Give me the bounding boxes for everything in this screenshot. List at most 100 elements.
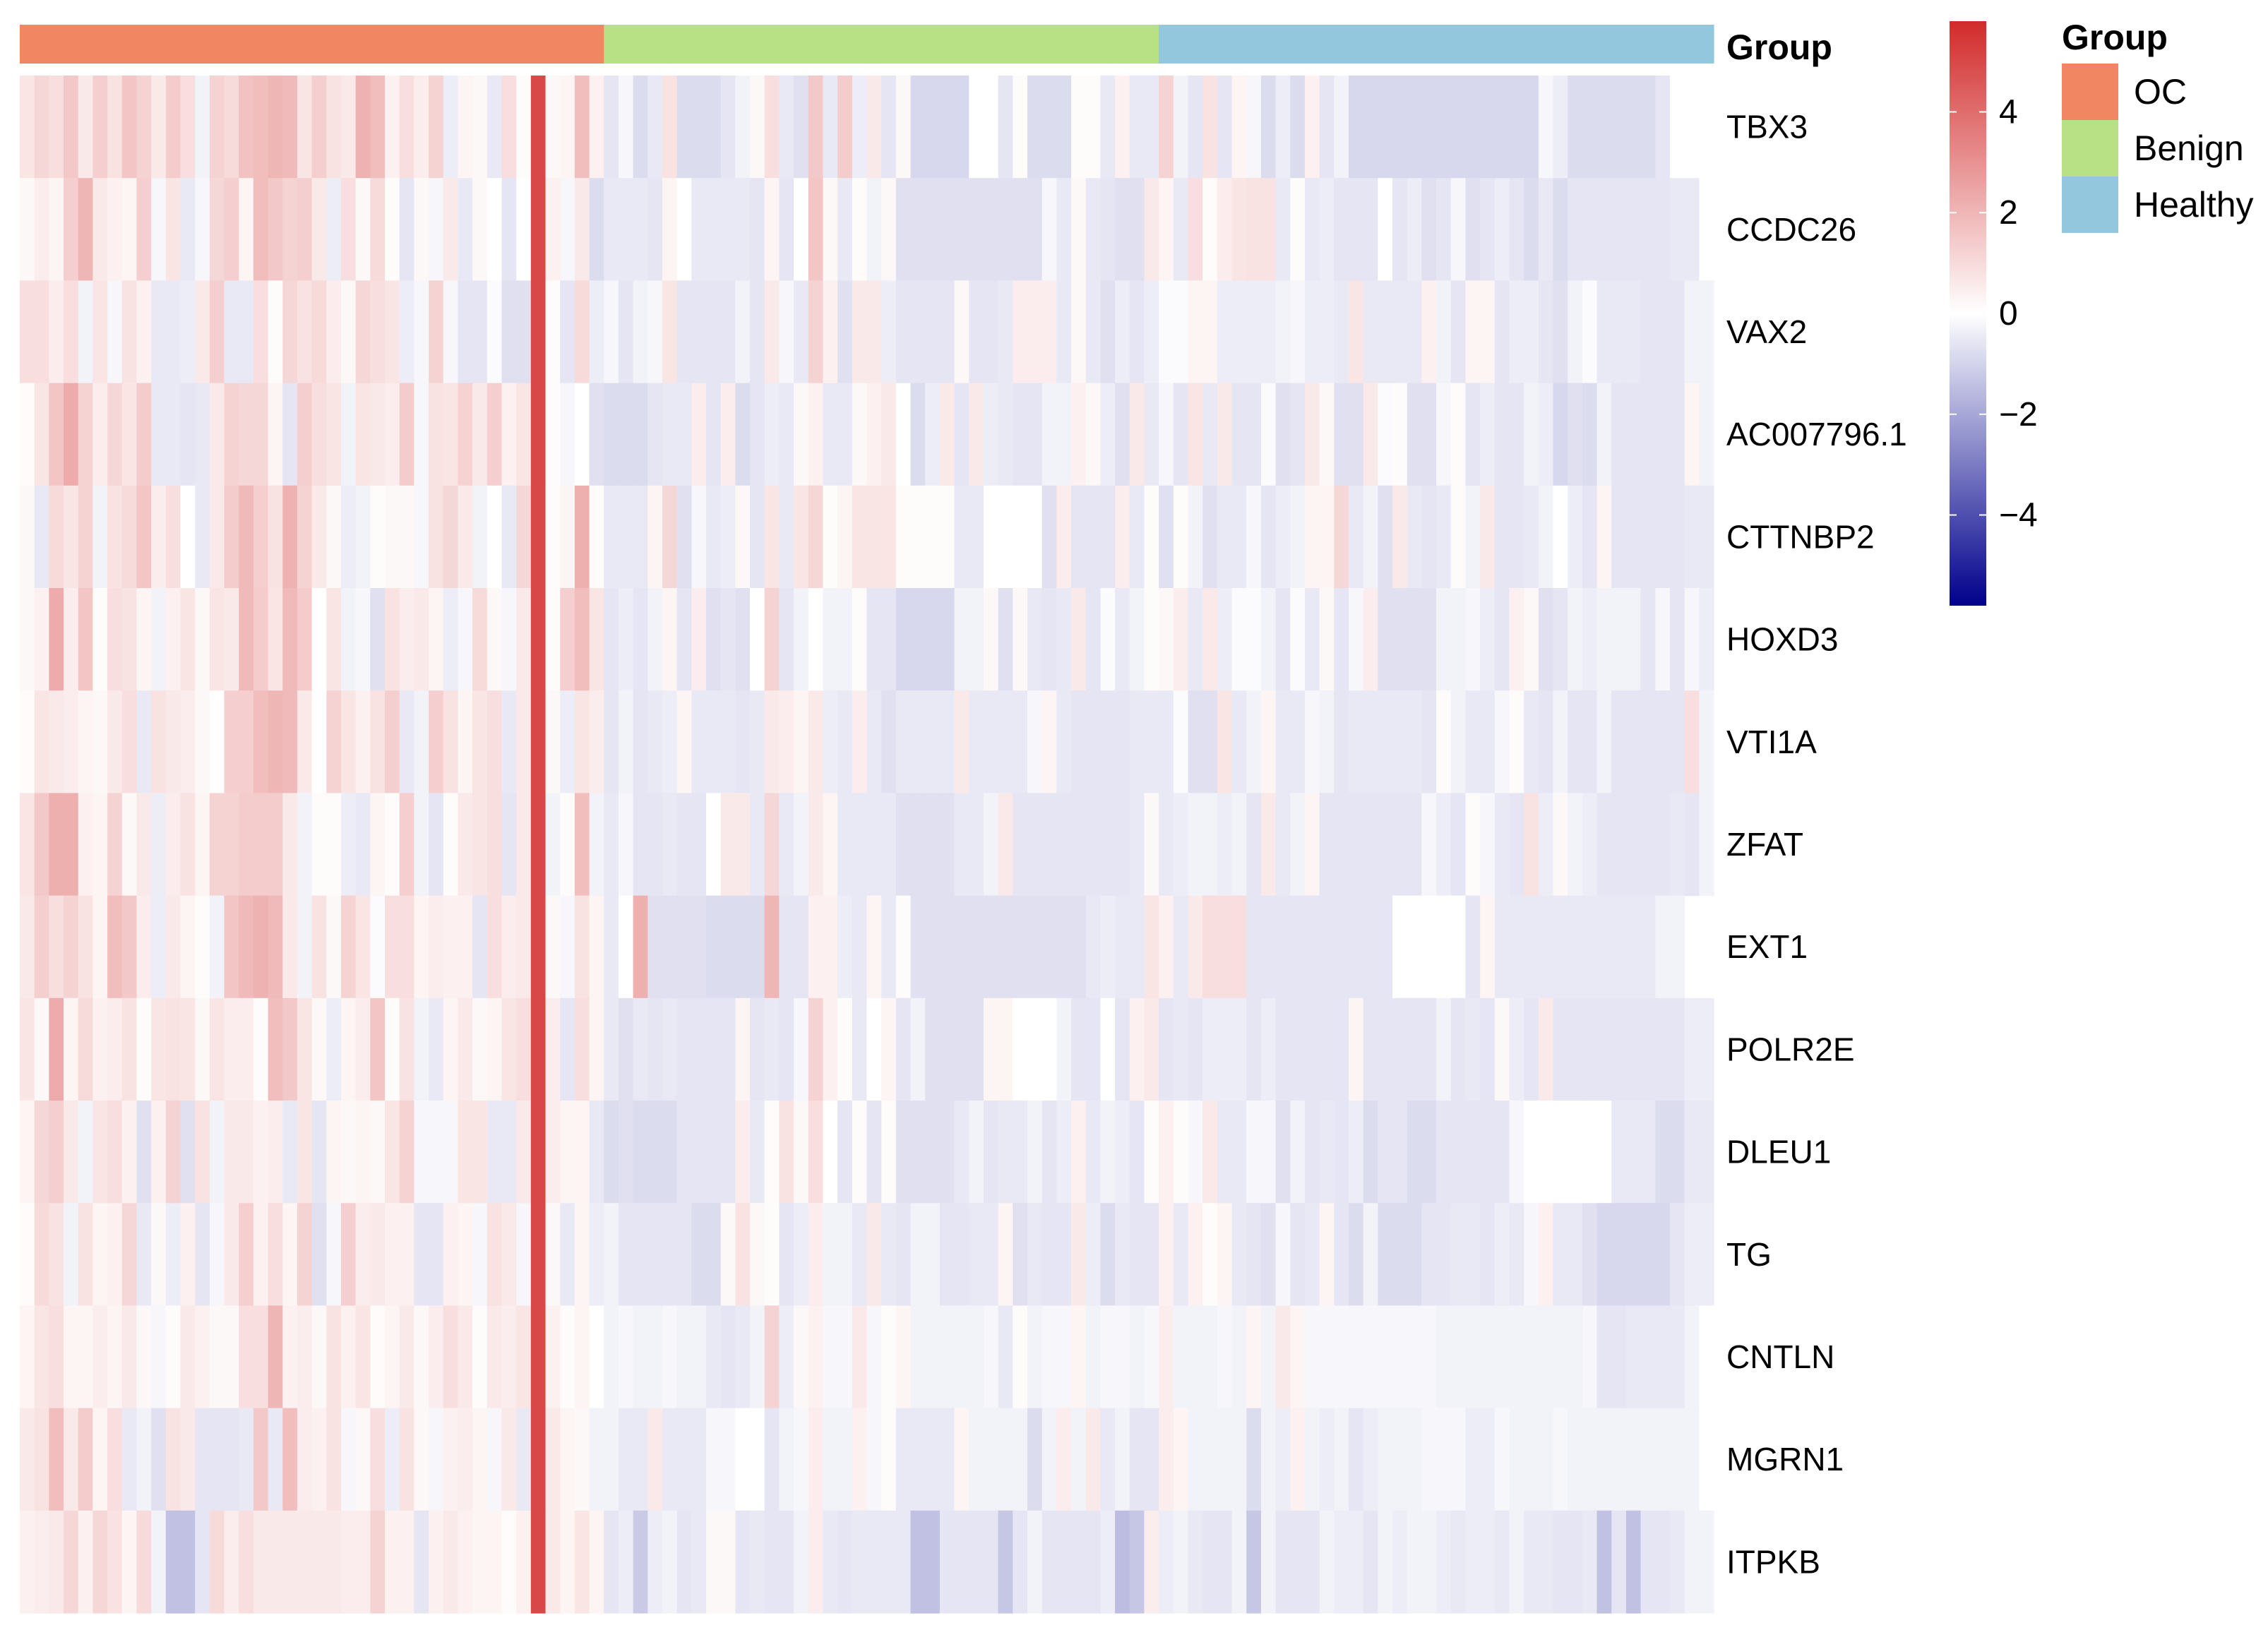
heatmap-cell [1334,895,1349,999]
heatmap-cell [735,1408,751,1511]
heatmap-cell [691,1203,707,1306]
heatmap-cell [823,690,838,793]
heatmap-cell [1056,588,1072,691]
heatmap-cell [443,895,459,999]
heatmap-cell [1363,895,1378,999]
heatmap-cell [1524,280,1539,384]
heatmap-cell [998,588,1013,691]
heatmap-cell [151,178,167,281]
heatmap-cell [136,588,152,691]
heatmap-cell [501,690,517,793]
heatmap-cell [837,997,853,1101]
heatmap-cell [1582,588,1598,691]
heatmap-cell [1217,76,1233,179]
heatmap-cell [195,383,210,486]
heatmap-cell [282,690,298,793]
heatmap-cell [165,485,181,589]
heatmap-cell [1655,793,1671,897]
heatmap-cell [1056,1203,1072,1306]
heatmap-cell [1392,895,1408,999]
heatmap-cell [1085,895,1101,999]
heatmap-cell [735,997,751,1101]
heatmap-cell [195,76,210,179]
heatmap-cell [1144,997,1159,1101]
heatmap-cell [1582,76,1598,179]
heatmap-cell [326,895,342,999]
heatmap-cell [589,383,604,486]
heatmap-cell [969,1408,984,1511]
heatmap-cell [560,793,575,897]
heatmap-cell [706,1101,722,1204]
heatmap-cell [1290,690,1306,793]
heatmap-cell [983,1305,999,1409]
heatmap-cell [1013,178,1028,281]
heatmap-cell [750,280,765,384]
heatmap-cell [1275,1101,1291,1204]
heatmap-cell [121,485,138,589]
heatmap-cell [1056,280,1072,384]
heatmap-cell [925,383,941,486]
heatmap-cell [1085,690,1101,793]
heatmap-cell [355,1203,371,1306]
heatmap-cell [1304,793,1320,897]
heatmap-cell [676,690,692,793]
color-scale-tick-label: −2 [1999,396,2038,433]
heatmap-cell [881,1305,897,1409]
heatmap-cell [1538,485,1554,589]
heatmap-cell [282,76,298,179]
heatmap-cell [808,485,824,589]
heatmap-cell [1669,690,1685,793]
heatmap-cell [662,997,678,1101]
heatmap-cell [209,76,225,179]
heatmap-cell [224,1408,239,1511]
heatmap-cell [1699,588,1714,691]
heatmap-cell [1290,485,1306,589]
heatmap-cell [954,280,969,384]
heatmap-cell [1553,280,1568,384]
heatmap-cell [1392,588,1408,691]
heatmap-cell [794,895,809,999]
heatmap-cell [1582,895,1598,999]
heatmap-cell [750,895,765,999]
heatmap-cell [560,1305,575,1409]
heatmap-cell [925,1203,941,1306]
heatmap-cell [1421,895,1437,999]
heatmap-cell [604,1408,619,1511]
heatmap-cell [78,895,93,999]
heatmap-cell [589,485,604,589]
heatmap-cell [458,383,473,486]
heatmap-cell [998,383,1013,486]
heatmap-cell [107,793,123,897]
heatmap-cell [1392,76,1408,179]
heatmap-cell [1494,1408,1510,1511]
heatmap-cell [895,1510,912,1614]
heatmap-cell [691,76,707,179]
heatmap-cell [866,997,882,1101]
heatmap-cell [1304,1305,1320,1409]
heatmap-cell [1231,178,1247,281]
heatmap-cell [1407,178,1422,281]
heatmap-cell [458,997,473,1101]
heatmap-cell [180,1510,196,1614]
heatmap-cell [910,1101,926,1204]
heatmap-cell [326,1101,342,1204]
heatmap-cell [1071,1101,1087,1204]
heatmap-cell [983,383,999,486]
heatmap-cell [253,588,269,691]
heatmap-cell [1436,690,1452,793]
heatmap-cell [1042,588,1057,691]
heatmap-cell [1334,1408,1349,1511]
heatmap-cell [1640,485,1656,589]
heatmap-cell [1013,280,1028,384]
heatmap-cell [1699,1408,1714,1511]
heatmap-cell [1085,1408,1101,1511]
heatmap-cell [458,588,473,691]
heatmap-cell [311,1101,327,1204]
heatmap-cell [1085,997,1101,1101]
heatmap-cell [1129,1203,1145,1306]
heatmap-cell [1056,178,1072,281]
heatmap-cell [472,895,488,999]
heatmap-cell [1421,280,1437,384]
heatmap-cell [1436,1203,1452,1306]
heatmap-cell [1436,793,1452,897]
